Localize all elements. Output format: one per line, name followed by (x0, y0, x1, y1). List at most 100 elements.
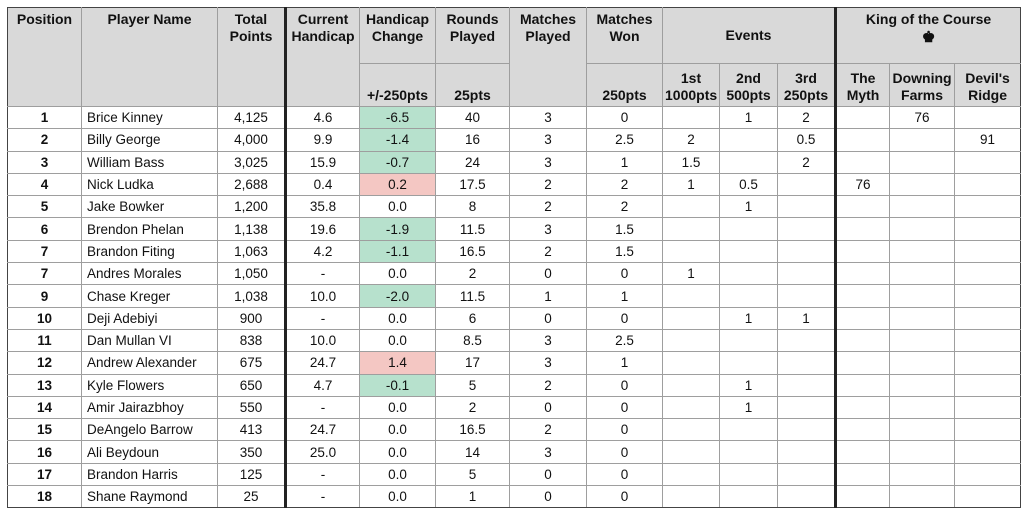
event-3rd-cell (776, 217, 837, 241)
the-myth-cell (834, 284, 891, 308)
matches-won-cell: 1 (586, 351, 663, 375)
event-2nd-cell: 1 (719, 105, 778, 130)
handicap-change-cell: 0.0 (359, 485, 436, 509)
rounds-played-cell: 6 (435, 306, 510, 330)
downing-farms-cell (889, 485, 956, 509)
devils-ridge-cell (954, 105, 1022, 130)
downing-farms-cell (889, 217, 956, 241)
the-myth-cell (834, 128, 891, 152)
handicap-change-cell: 0.0 (359, 418, 436, 442)
header-matches-won: Matches Won (586, 7, 663, 64)
total-points-cell: 4,125 (217, 105, 286, 130)
event-2nd-cell (719, 328, 778, 353)
the-myth-cell (834, 105, 891, 130)
event-3rd-cell (776, 351, 837, 375)
matches-won-cell: 2.5 (586, 328, 663, 353)
matches-played-cell: 0 (509, 485, 587, 509)
event-1st-points: 1000pts (665, 87, 718, 103)
position-cell: 7 (7, 262, 82, 286)
header-current-handicap: Current Handicap (284, 7, 360, 107)
matches-won-cell: 2 (586, 172, 663, 197)
downing-farms-cell (889, 418, 956, 442)
current-handicap-cell: - (284, 395, 360, 420)
handicap-change-cell: 0.0 (359, 395, 436, 420)
the-myth-cell (834, 395, 891, 420)
event-3rd-cell (776, 328, 837, 353)
player-name-cell: Dan Mullan VI (81, 328, 218, 353)
matches-played-cell: 2 (509, 373, 587, 397)
player-name-cell: Chase Kreger (81, 284, 218, 308)
devils-ridge-cell (954, 217, 1022, 241)
event-2nd-cell: 1 (719, 195, 778, 219)
the-myth-cell (834, 462, 891, 487)
event-1st-cell: 1.5 (662, 150, 720, 174)
devils-ridge-cell (954, 395, 1022, 420)
handicap-change-cell: 0.0 (359, 306, 436, 330)
event-1st-cell (662, 485, 720, 509)
position-cell: 5 (7, 195, 82, 219)
current-handicap-cell: - (284, 306, 360, 330)
position-cell: 7 (7, 239, 82, 264)
position-cell: 13 (7, 373, 82, 397)
king-of-the-course-label: King of the Course (865, 11, 992, 27)
rounds-played-cell: 8 (435, 195, 510, 219)
handicap-change-cell: -1.4 (359, 128, 436, 152)
the-myth-cell (834, 440, 891, 464)
downing-farms-cell (889, 284, 956, 308)
total-points-cell: 125 (217, 462, 286, 487)
player-name-cell: Billy George (81, 128, 218, 152)
total-points-cell: 1,138 (217, 217, 286, 241)
devils-ridge-cell (954, 150, 1022, 174)
event-2nd-cell (719, 418, 778, 442)
event-3rd-cell: 2 (776, 105, 837, 130)
the-myth-cell (834, 418, 891, 442)
event-2nd-cell (719, 485, 778, 509)
rounds-played-cell: 5 (435, 373, 510, 397)
event-1st-cell (662, 328, 720, 353)
event-2nd-cell: 0.5 (719, 172, 778, 197)
player-name-cell: Nick Ludka (81, 172, 218, 197)
table-header: Position Player Name Total Points Curren… (7, 7, 1022, 107)
event-2nd-cell: 1 (719, 373, 778, 397)
event-2nd-cell (719, 128, 778, 152)
devils-ridge-cell (954, 172, 1022, 197)
table-row: 7 Brandon Fiting 1,063 4.2 -1.1 16.5 2 1.5 (7, 239, 1022, 264)
total-points-cell: 4,000 (217, 128, 286, 152)
player-name-cell: Andres Morales (81, 262, 218, 286)
downing-farms-cell (889, 373, 956, 397)
devils-ridge-cell (954, 418, 1022, 442)
player-name-cell: Brendon Phelan (81, 217, 218, 241)
matches-won-cell: 0 (586, 485, 663, 509)
downing-farms-cell (889, 306, 956, 330)
player-name-cell: Deji Adebiyi (81, 306, 218, 330)
player-name-cell: Jake Bowker (81, 195, 218, 219)
event-1st-cell: 2 (662, 128, 720, 152)
current-handicap-cell: 35.8 (284, 195, 360, 219)
downing-farms-cell (889, 150, 956, 174)
event-3rd-cell (776, 239, 837, 264)
devils-ridge-cell (954, 485, 1022, 509)
header-course-downing-farms: Downing Farms (889, 63, 956, 107)
matches-played-cell: 3 (509, 351, 587, 375)
the-myth-cell (834, 217, 891, 241)
course-devils-ridge-line1: Devil's (965, 70, 1010, 86)
downing-farms-cell (889, 172, 956, 197)
player-name-cell: Brandon Fiting (81, 239, 218, 264)
event-3rd-cell (776, 418, 837, 442)
event-3rd-cell (776, 462, 837, 487)
rounds-played-cell: 16.5 (435, 418, 510, 442)
table-row: 5 Jake Bowker 1,200 35.8 0.0 8 2 2 1 (7, 195, 1022, 219)
devils-ridge-cell (954, 239, 1022, 264)
downing-farms-cell (889, 262, 956, 286)
event-1st-cell (662, 462, 720, 487)
rounds-played-cell: 17 (435, 351, 510, 375)
downing-farms-cell (889, 395, 956, 420)
player-name-cell: Kyle Flowers (81, 373, 218, 397)
event-1st-cell: 1 (662, 172, 720, 197)
current-handicap-cell: - (284, 262, 360, 286)
downing-farms-cell (889, 351, 956, 375)
matches-won-cell: 1 (586, 150, 663, 174)
handicap-change-cell: 0.0 (359, 262, 436, 286)
player-name-cell: DeAngelo Barrow (81, 418, 218, 442)
event-3rd-cell (776, 195, 837, 219)
